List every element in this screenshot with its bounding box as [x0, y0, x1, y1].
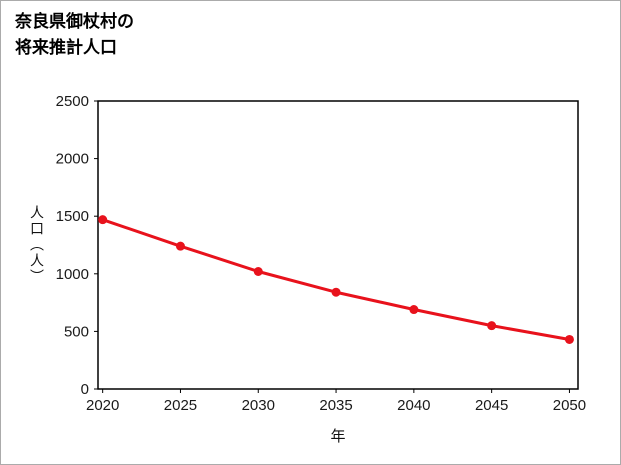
chart-title-line-2: 将来推計人口 — [15, 38, 117, 58]
x-tick-label: 2050 — [553, 397, 586, 414]
y-tick-label: 2500 — [56, 93, 89, 110]
data-point — [564, 334, 574, 344]
plot-group: 0 500 1000 1500 2000 2500 2020 2025 2030 2035 2040… — [56, 93, 587, 414]
chart-title: 奈良県御杖村の 将来推計人口 — [15, 9, 134, 62]
x-tick-label: 2040 — [397, 397, 430, 414]
plot-area: 0 500 1000 1500 2000 2500 2020 2025 2030 2035 2040… — [56, 93, 587, 414]
data-point — [331, 287, 341, 297]
y-tick-label: 500 — [64, 323, 89, 340]
y-axis-title: 人口（人） — [29, 205, 45, 285]
x-tick-label: 2035 — [319, 397, 352, 414]
axis-box — [97, 100, 579, 390]
x-tick-label: 2020 — [86, 397, 119, 414]
x-tick-label: 2025 — [164, 397, 197, 414]
y-tick-label: 0 — [81, 381, 89, 398]
y-tick-label: 1000 — [56, 266, 89, 283]
data-point — [175, 241, 185, 251]
y-tick-label: 2000 — [56, 151, 89, 168]
chart-title-line-1: 奈良県御杖村の — [15, 12, 134, 31]
x-tick-label: 2045 — [475, 397, 508, 414]
x-axis-title: 年 — [330, 428, 346, 445]
data-point — [98, 215, 108, 225]
data-point — [253, 266, 263, 276]
data-point — [487, 321, 497, 331]
x-tick-label: 2030 — [242, 397, 275, 414]
series-line — [101, 218, 571, 341]
data-point — [409, 305, 419, 315]
y-tick-label: 1500 — [56, 208, 89, 225]
